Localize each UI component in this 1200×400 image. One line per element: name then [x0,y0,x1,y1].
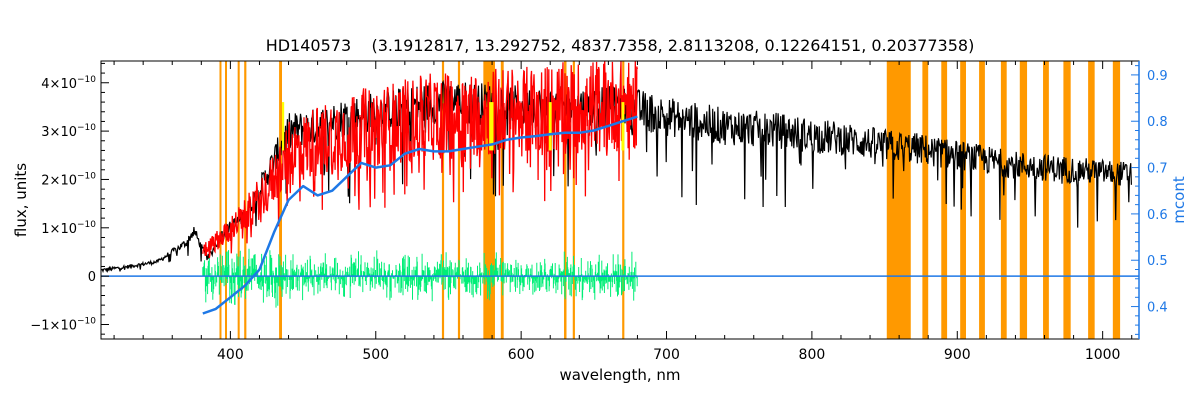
x-tick-label: 900 [944,347,971,363]
data-series [101,60,1139,315]
masked-band [225,61,228,339]
masked-band [1000,61,1007,339]
y-axis-label: flux, units [12,163,30,237]
x-axis-label: wavelength, nm [559,366,680,384]
y-tick-label: 1×10−10 [41,220,96,237]
y2-tick-label: 0.9 [1147,69,1168,84]
x-tick-label: 600 [508,347,535,363]
masked-band [457,61,461,339]
y2-axis-label: mcont [1170,176,1188,224]
masked-band [1088,61,1095,339]
y2-tick-label: 0.8 [1147,115,1168,130]
masked-band [572,61,575,339]
y2-tick-label: 0.5 [1147,254,1168,269]
continuum-series [202,115,638,315]
masked-band [244,61,247,339]
chart-title: HD140573 (3.1912817, 13.292752, 4837.735… [266,36,975,55]
masked-band [219,61,222,339]
masked-band [886,61,911,339]
masked-band [1043,61,1049,339]
y-tick-label: 2×10−10 [41,171,96,188]
mask-highlight [281,102,285,151]
x-tick-label: 400 [217,347,244,363]
masked-band [500,61,504,339]
x-tick-label: 500 [362,347,389,363]
mask-highlight [621,102,625,151]
model-flux-series [202,60,638,258]
masked-band [960,61,966,339]
masked-band [483,61,495,339]
masked-band [1019,61,1028,339]
y-tick-label: 4×10−10 [41,75,96,92]
y-tick-label: −1×10−10 [30,316,96,333]
mask-highlight [548,102,552,151]
masked-band [622,61,625,339]
residuals-series [202,248,638,308]
y2-tick-label: 0.4 [1147,301,1168,316]
masked-band [564,61,567,339]
x-tick-label: 700 [653,347,680,363]
y-tick-label: 0 [88,270,96,285]
masked-band [441,61,445,339]
masked-band [1063,61,1071,339]
masked-band [979,61,985,339]
y2-tick-label: 0.7 [1147,162,1168,177]
masked-band [237,61,240,339]
y2-tick-label: 0.6 [1147,208,1168,223]
x-tick-label: 1000 [1085,347,1121,363]
axes: 400 500 600 700 800 900 1000 4×10−10 3×10−10 2×10… [30,61,1168,363]
mask-highlight [489,102,494,151]
y-tick-label: 3×10−10 [41,123,96,140]
masked-band [941,61,948,339]
masked-band [279,61,282,339]
x-tick-label: 800 [799,347,826,363]
masked-band [922,61,929,339]
